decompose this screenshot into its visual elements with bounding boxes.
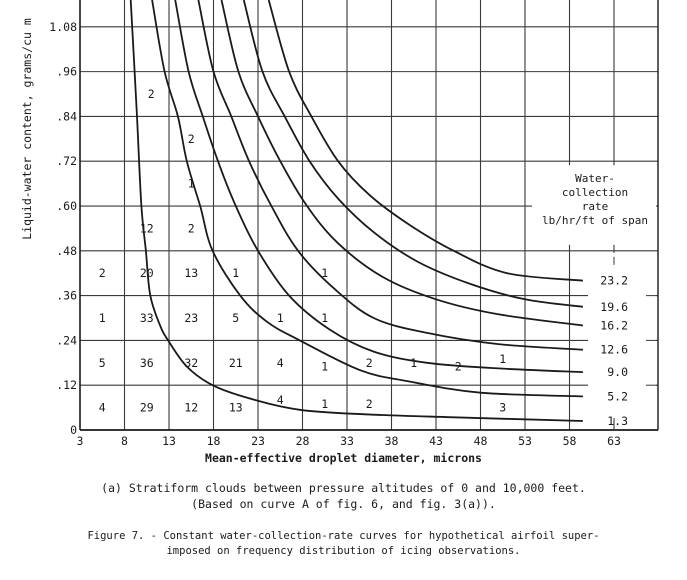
curve-label-19-6: 19.6 (600, 300, 628, 314)
curve-5-2 (151, 0, 583, 398)
frequency-count: 2 (148, 87, 155, 101)
frequency-count: 1 (277, 311, 284, 325)
frequency-count: 5 (99, 356, 106, 370)
frequency-count: 2 (99, 266, 106, 280)
frequency-count: 1 (188, 177, 195, 191)
frequency-count: 1 (499, 352, 506, 366)
legend-title: Water- collection rate lb/hr/ft of span (532, 172, 658, 228)
frequency-count: 1 (410, 356, 417, 370)
frequency-count: 2 (366, 397, 373, 411)
axis-ticks: 3 8 13 18 23 28 33 38 43 48 53 58 630.12.24.36.48.60… (49, 20, 621, 448)
frequency-count: 4 (277, 356, 284, 370)
y-tick-label: .84 (56, 109, 77, 123)
x-axis-title: Mean-effective droplet diameter, microns (205, 451, 482, 465)
frequency-count: 21 (229, 356, 243, 370)
frequency-count: 29 (140, 401, 154, 415)
label-backdrop (588, 252, 656, 420)
curve-16-2 (220, 0, 584, 327)
y-tick-label: .24 (56, 333, 77, 347)
frequency-count: 12 (140, 221, 154, 235)
legend-line-1: Water- (575, 172, 615, 185)
subfigure-caption-line-1: (a) Stratiform clouds between pressure a… (101, 481, 586, 495)
y-tick-label: .48 (56, 244, 77, 258)
x-tick-label: 48 (474, 434, 488, 448)
frequency-count: 1 (321, 360, 328, 374)
frequency-count: 4 (99, 401, 106, 415)
y-tick-label: 0 (70, 423, 77, 437)
curve-value-labels: 1.3 5.2 9.0 12.6 16.2 19.6 23.2 (600, 274, 628, 428)
curve-23-2 (267, 0, 583, 282)
legend-line-3: rate (581, 200, 609, 213)
frequency-count: 36 (140, 356, 154, 370)
y-tick-label: .60 (56, 199, 77, 213)
y-tick-label: .72 (56, 154, 77, 168)
x-tick-label: 28 (296, 434, 310, 448)
frequency-count: 32 (184, 356, 198, 370)
x-tick-label: 8 (121, 434, 128, 448)
frequency-count: 20 (140, 266, 154, 280)
frequency-counts: 4512293633201212322313212213215144111112… (99, 87, 507, 415)
legend-backdrop (532, 165, 656, 245)
frequency-count: 5 (232, 311, 239, 325)
subfigure-caption-line-2: (Based on curve A of fig. 6, and fig. 3(… (191, 497, 496, 511)
frequency-count: 33 (140, 311, 154, 325)
frequency-count: 13 (184, 266, 198, 280)
x-tick-label: 43 (429, 434, 443, 448)
curve-19-6 (242, 0, 584, 308)
frequency-count: 2 (188, 132, 195, 146)
legend-line-2: collection (561, 186, 629, 199)
curve-label-23-2: 23.2 (600, 274, 628, 288)
x-tick-label: 38 (385, 434, 399, 448)
frequency-count: 13 (229, 401, 243, 415)
y-tick-label: .96 (56, 65, 77, 79)
frequency-count: 1 (321, 397, 328, 411)
curve-label-12-6: 12.6 (600, 343, 628, 357)
frequency-count: 4 (277, 393, 284, 407)
curve-label-5-2: 5.2 (607, 389, 628, 403)
frequency-count: 3 (499, 401, 506, 415)
curve-label-1-3: 1.3 (607, 414, 628, 428)
frequency-count: 12 (184, 401, 198, 415)
curve-label-16-2: 16.2 (600, 318, 628, 332)
legend-line-4: lb/hr/ft of span (542, 214, 648, 227)
curve-12-6 (197, 0, 583, 351)
y-axis-title: Liquid-water content, grams/cu m (20, 18, 34, 240)
frequency-count: 2 (188, 221, 195, 235)
x-tick-label: 58 (563, 434, 577, 448)
frequency-count: 1 (99, 311, 106, 325)
y-tick-label: .36 (56, 289, 77, 303)
x-tick-label: 13 (162, 434, 176, 448)
x-tick-label: 23 (251, 434, 265, 448)
grid-lines (79, 0, 659, 431)
x-tick-label: 3 (77, 434, 84, 448)
figure-caption-line-2: imposed on frequency distribution of ici… (166, 545, 521, 557)
frequency-count: 2 (455, 360, 462, 374)
curve-label-9-0: 9.0 (607, 365, 628, 379)
frequency-count: 2 (366, 356, 373, 370)
frequency-count: 23 (184, 311, 198, 325)
frequency-count: 1 (232, 266, 239, 280)
figure-caption-line-1: Figure 7. - Constant water-collection-ra… (87, 530, 600, 542)
curve-1-3 (129, 0, 583, 422)
frequency-count: 1 (321, 266, 328, 280)
water-collection-curves (129, 0, 584, 422)
x-tick-label: 33 (340, 434, 354, 448)
x-tick-label: 63 (607, 434, 621, 448)
frequency-count: 1 (321, 311, 328, 325)
y-tick-label: .12 (56, 378, 77, 392)
x-tick-label: 53 (518, 434, 532, 448)
x-tick-label: 18 (207, 434, 221, 448)
curve-9-0 (174, 0, 583, 373)
y-tick-label: 1.08 (49, 20, 77, 34)
